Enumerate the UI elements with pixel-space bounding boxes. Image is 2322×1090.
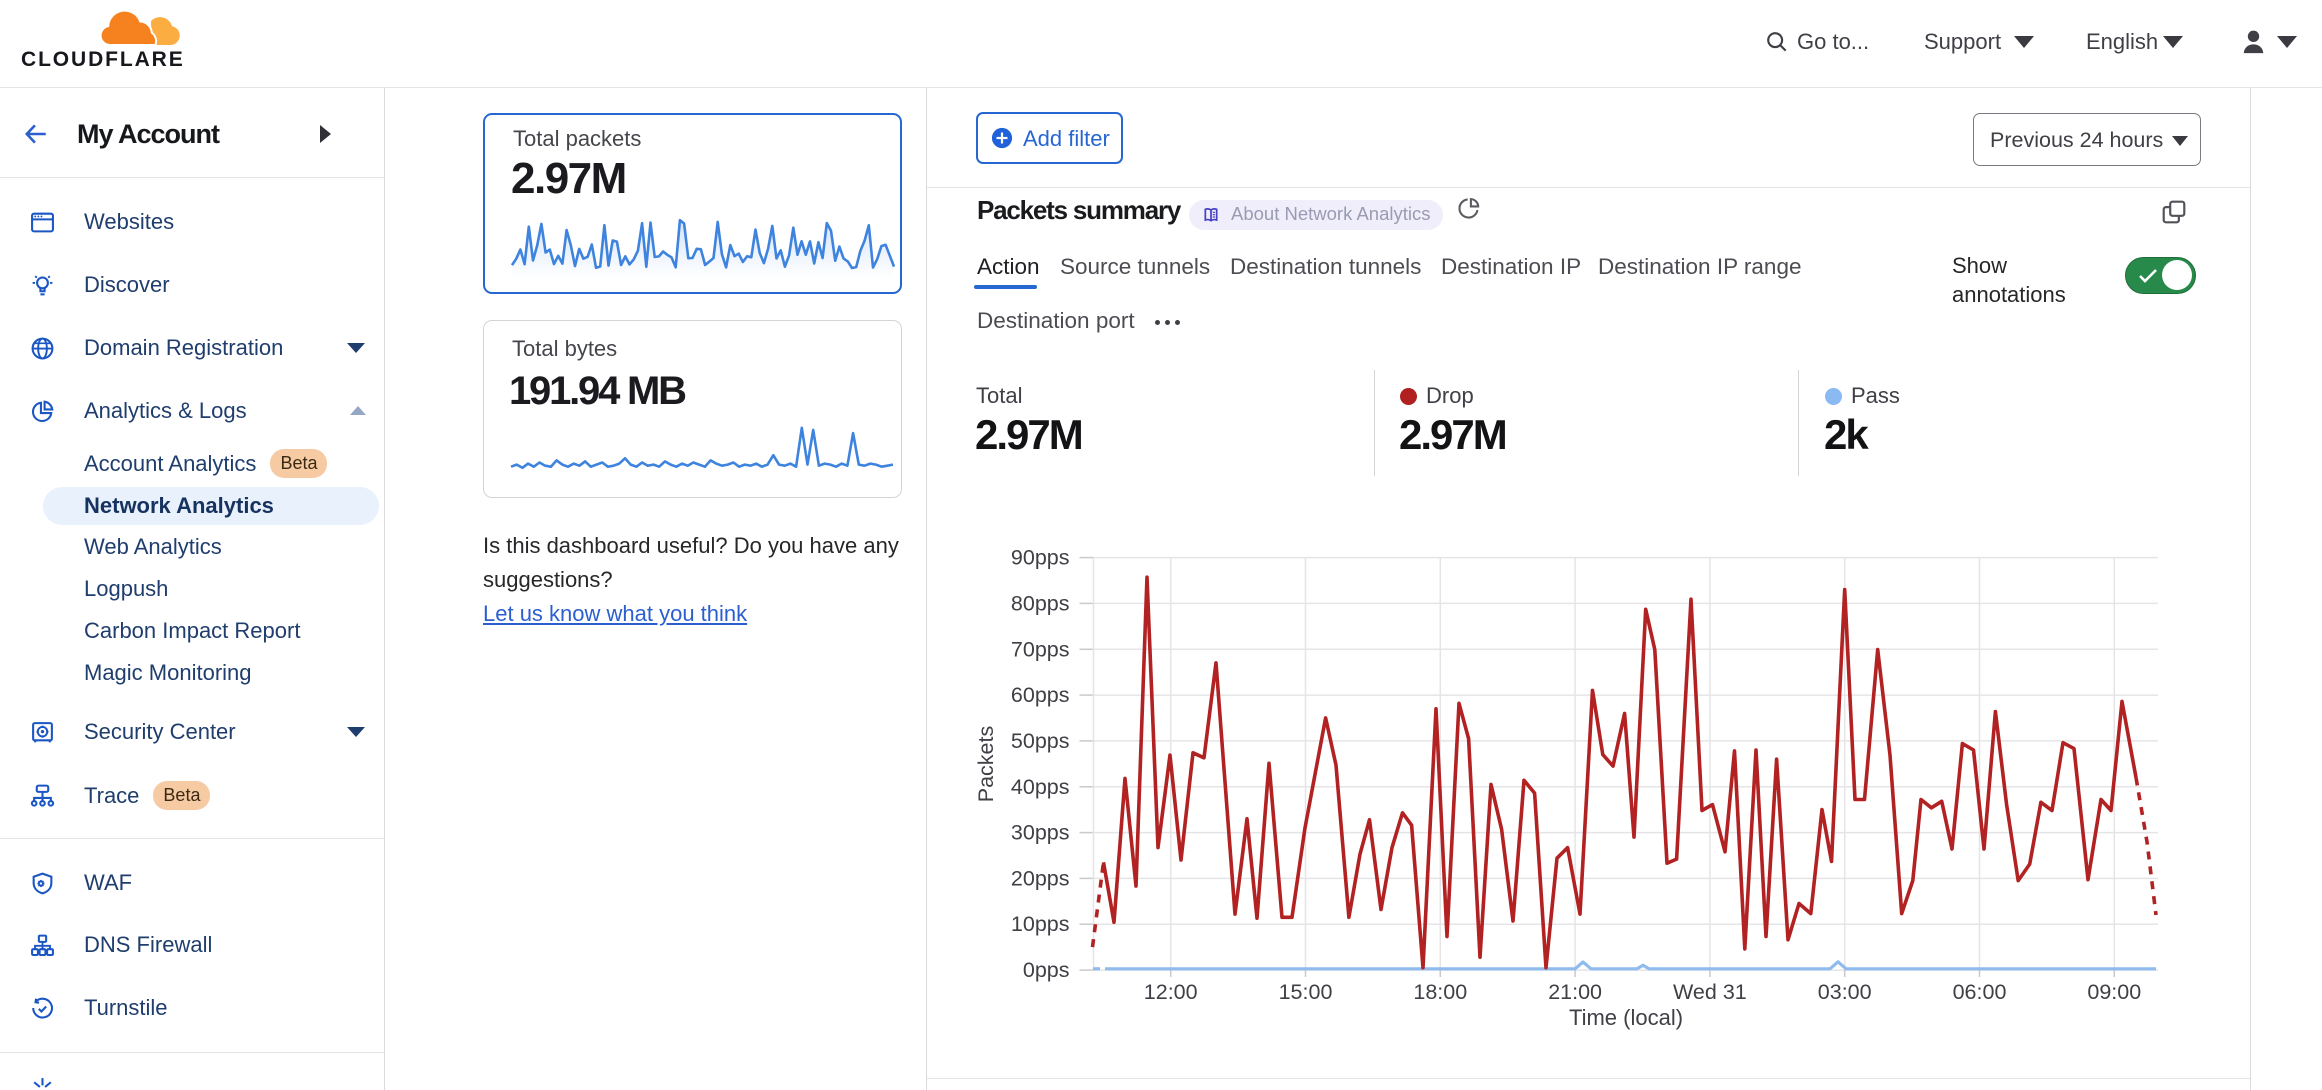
svg-text:70pps: 70pps <box>1011 637 1070 661</box>
svg-text:0pps: 0pps <box>1023 958 1070 982</box>
svg-text:60pps: 60pps <box>1011 683 1070 707</box>
svg-text:12:00: 12:00 <box>1144 980 1198 1004</box>
svg-text:Wed 31: Wed 31 <box>1673 980 1747 1004</box>
svg-text:18:00: 18:00 <box>1413 980 1467 1004</box>
svg-text:40pps: 40pps <box>1011 775 1070 799</box>
svg-text:Time (local): Time (local) <box>1569 1005 1683 1030</box>
svg-text:21:00: 21:00 <box>1548 980 1602 1004</box>
svg-text:20pps: 20pps <box>1011 866 1070 890</box>
svg-text:03:00: 03:00 <box>1818 980 1872 1004</box>
svg-text:50pps: 50pps <box>1011 729 1070 753</box>
svg-text:06:00: 06:00 <box>1953 980 2007 1004</box>
svg-text:30pps: 30pps <box>1011 821 1070 845</box>
svg-text:09:00: 09:00 <box>2087 980 2141 1004</box>
svg-text:10pps: 10pps <box>1011 912 1070 936</box>
svg-text:15:00: 15:00 <box>1279 980 1333 1004</box>
svg-text:80pps: 80pps <box>1011 591 1070 615</box>
svg-text:90pps: 90pps <box>1011 546 1070 570</box>
svg-text:Packets: Packets <box>974 726 998 802</box>
